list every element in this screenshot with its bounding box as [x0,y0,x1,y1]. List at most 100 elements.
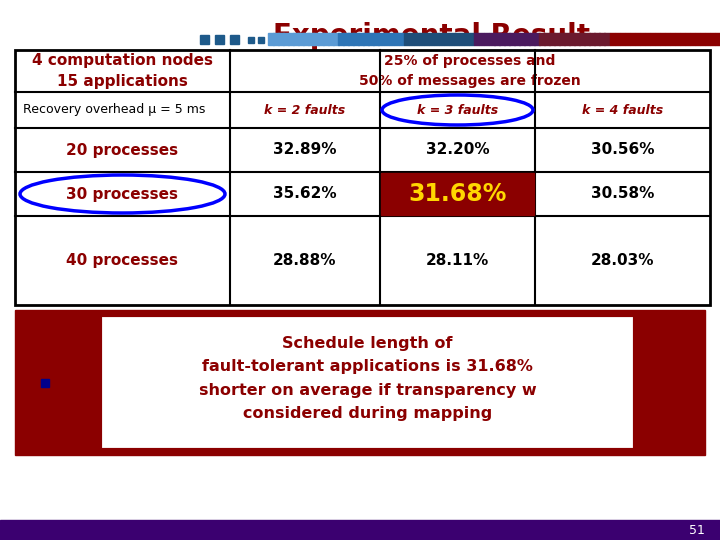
Bar [418,33,424,45]
Bar [404,33,409,45]
Bar [675,33,680,45]
Bar [534,33,540,45]
Bar [423,33,429,45]
Bar [273,33,279,45]
Bar [710,33,716,45]
Bar [379,33,384,45]
Bar [41,379,49,387]
Bar [585,33,590,45]
Text: 20 processes: 20 processes [66,143,179,158]
Text: 32.89%: 32.89% [274,143,337,158]
Bar [215,35,224,44]
Text: 35.62%: 35.62% [273,186,337,201]
Bar [615,33,620,45]
Bar [303,33,309,45]
Text: 40 processes: 40 processes [66,253,179,268]
Bar [634,33,640,45]
Bar [374,33,379,45]
Bar [685,33,690,45]
Bar [348,33,354,45]
Bar [15,310,705,455]
Bar [715,33,720,45]
Bar [444,33,449,45]
Bar [343,33,349,45]
Bar [100,315,635,450]
Bar [660,33,665,45]
Text: Recovery overhead μ = 5 ms: Recovery overhead μ = 5 ms [23,104,205,117]
Bar [474,33,480,45]
Bar [464,33,469,45]
Bar [15,50,230,92]
Bar [600,33,605,45]
Text: 30.56%: 30.56% [590,143,654,158]
Bar [438,33,444,45]
Bar [695,33,701,45]
Bar [369,33,374,45]
Bar [544,33,550,45]
Bar [484,33,490,45]
Bar [333,33,339,45]
Bar [590,33,595,45]
Bar [313,33,319,45]
Bar [570,33,575,45]
Bar [308,33,314,45]
Text: 51: 51 [689,523,705,537]
Bar [0,520,720,540]
Bar [298,33,304,45]
Bar [479,33,485,45]
Bar [649,33,655,45]
Bar [354,33,359,45]
Bar [564,33,570,45]
Text: 32.20%: 32.20% [426,143,490,158]
Text: k = 4 faults: k = 4 faults [582,104,663,117]
Bar [494,33,500,45]
Text: 30 processes: 30 processes [66,186,179,201]
Text: 28.11%: 28.11% [426,253,489,268]
Bar [359,33,364,45]
Bar [624,33,630,45]
Text: 31.68%: 31.68% [408,182,507,206]
Bar [200,35,209,44]
Bar [700,33,706,45]
Bar [690,33,696,45]
Bar [409,33,414,45]
Bar [15,50,710,305]
Bar [524,33,530,45]
Bar [644,33,650,45]
Bar [519,33,525,45]
Bar [554,33,559,45]
Bar [399,33,404,45]
Bar [454,33,459,45]
Bar [433,33,439,45]
Bar [288,33,294,45]
Bar [268,33,274,45]
Bar [449,33,454,45]
Bar [489,33,495,45]
Bar [580,33,585,45]
Bar [469,33,474,45]
Text: k = 2 faults: k = 2 faults [264,104,346,117]
Bar [559,33,564,45]
Bar [323,33,329,45]
Bar [529,33,535,45]
Bar [414,33,419,45]
Text: 4 computation nodes
15 applications: 4 computation nodes 15 applications [32,53,213,89]
Text: Experimental Result: Experimental Result [273,22,590,50]
Bar [328,33,334,45]
Bar [680,33,685,45]
Bar [619,33,625,45]
Bar [595,33,600,45]
Bar [629,33,635,45]
Bar [283,33,289,45]
Text: 28.03%: 28.03% [590,253,654,268]
Text: 30.58%: 30.58% [591,186,654,201]
Bar [338,33,344,45]
Bar [549,33,555,45]
Bar [705,33,711,45]
Bar [318,33,324,45]
Bar [665,33,670,45]
Bar [610,33,615,45]
Bar [575,33,580,45]
Bar [230,35,239,44]
Bar [639,33,645,45]
